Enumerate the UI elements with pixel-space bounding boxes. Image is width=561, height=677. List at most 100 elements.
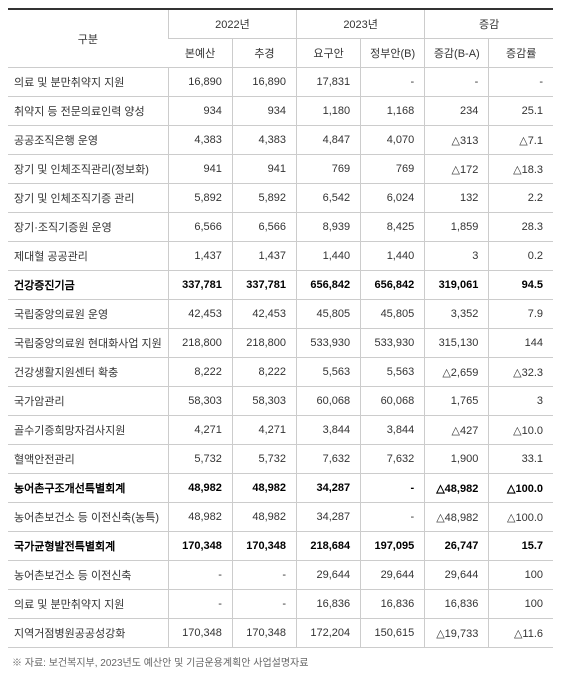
cell-value: △313 bbox=[425, 126, 489, 155]
cell-value: 16,890 bbox=[232, 68, 296, 97]
cell-value: 6,542 bbox=[297, 184, 361, 213]
cell-value: 58,303 bbox=[168, 387, 232, 416]
cell-value: 7.9 bbox=[489, 300, 553, 329]
cell-value: 34,287 bbox=[297, 503, 361, 532]
cell-value: 33.1 bbox=[489, 445, 553, 474]
cell-value: △100.0 bbox=[489, 503, 553, 532]
row-label: 건강생활지원센터 확충 bbox=[8, 358, 168, 387]
cell-value: 29,644 bbox=[425, 561, 489, 590]
table-header: 구분 2022년 2023년 증감 본예산 추경 요구안 정부안(B) 증감(B… bbox=[8, 9, 553, 68]
cell-value: 7,632 bbox=[297, 445, 361, 474]
cell-value: △48,982 bbox=[425, 474, 489, 503]
cell-value: 28.3 bbox=[489, 213, 553, 242]
cell-value: - bbox=[361, 68, 425, 97]
cell-value: 1,437 bbox=[232, 242, 296, 271]
table-row: 농어촌보건소 등 이전신축--29,64429,64429,644100 bbox=[8, 561, 553, 590]
cell-value: 26,747 bbox=[425, 532, 489, 561]
cell-value: - bbox=[232, 590, 296, 619]
cell-value: 5,732 bbox=[168, 445, 232, 474]
row-label: 제대혈 공공관리 bbox=[8, 242, 168, 271]
cell-value: 3 bbox=[489, 387, 553, 416]
cell-value: 5,732 bbox=[232, 445, 296, 474]
cell-value: 48,982 bbox=[168, 503, 232, 532]
cell-value: - bbox=[361, 474, 425, 503]
row-label: 의료 및 분만취약지 지원 bbox=[8, 590, 168, 619]
table-row: 농어촌구조개선특별회계48,98248,98234,287-△48,982△10… bbox=[8, 474, 553, 503]
cell-value: 15.7 bbox=[489, 532, 553, 561]
col-request: 요구안 bbox=[297, 39, 361, 68]
cell-value: 4,383 bbox=[168, 126, 232, 155]
cell-value: 769 bbox=[297, 155, 361, 184]
cell-value: 941 bbox=[168, 155, 232, 184]
cell-value: 315,130 bbox=[425, 329, 489, 358]
cell-value: 29,644 bbox=[361, 561, 425, 590]
table-row: 골수기증희망자검사지원4,2714,2713,8443,844△427△10.0 bbox=[8, 416, 553, 445]
cell-value: 8,939 bbox=[297, 213, 361, 242]
table-body: 의료 및 분만취약지 지원16,89016,89017,831---취약지 등 … bbox=[8, 68, 553, 648]
cell-value: 769 bbox=[361, 155, 425, 184]
cell-value: 6,566 bbox=[232, 213, 296, 242]
row-label: 지역거점병원공공성강화 bbox=[8, 619, 168, 648]
cell-value: 100 bbox=[489, 561, 553, 590]
col-2023: 2023년 bbox=[297, 9, 425, 39]
col-2022: 2022년 bbox=[168, 9, 296, 39]
cell-value: 58,303 bbox=[232, 387, 296, 416]
col-change: 증감 bbox=[425, 9, 553, 39]
cell-value: 5,892 bbox=[168, 184, 232, 213]
cell-value: 319,061 bbox=[425, 271, 489, 300]
cell-value: 5,563 bbox=[361, 358, 425, 387]
cell-value: △100.0 bbox=[489, 474, 553, 503]
cell-value: 941 bbox=[232, 155, 296, 184]
cell-value: 3,352 bbox=[425, 300, 489, 329]
cell-value: 1,440 bbox=[361, 242, 425, 271]
cell-value: 60,068 bbox=[361, 387, 425, 416]
row-label: 건강증진기금 bbox=[8, 271, 168, 300]
cell-value: △427 bbox=[425, 416, 489, 445]
cell-value: - bbox=[168, 590, 232, 619]
cell-value: 3,844 bbox=[361, 416, 425, 445]
col-rate: 증감률 bbox=[489, 39, 553, 68]
row-label: 국립중앙의료원 현대화사업 지원 bbox=[8, 329, 168, 358]
cell-value: 934 bbox=[168, 97, 232, 126]
cell-value: 170,348 bbox=[168, 619, 232, 648]
row-label: 국립중앙의료원 운영 bbox=[8, 300, 168, 329]
row-label: 장기 및 인체조직관리(정보화) bbox=[8, 155, 168, 184]
cell-value: 100 bbox=[489, 590, 553, 619]
table-row: 농어촌보건소 등 이전신축(농특)48,98248,98234,287-△48,… bbox=[8, 503, 553, 532]
cell-value: - bbox=[168, 561, 232, 590]
cell-value: 170,348 bbox=[232, 532, 296, 561]
table-row: 장기 및 인체조직관리(정보화)941941769769△172△18.3 bbox=[8, 155, 553, 184]
cell-value: 234 bbox=[425, 97, 489, 126]
table-row: 의료 및 분만취약지 지원--16,83616,83616,836100 bbox=[8, 590, 553, 619]
row-label: 골수기증희망자검사지원 bbox=[8, 416, 168, 445]
row-label: 국가암관리 bbox=[8, 387, 168, 416]
row-label: 농어촌보건소 등 이전신축 bbox=[8, 561, 168, 590]
cell-value: △48,982 bbox=[425, 503, 489, 532]
cell-value: 533,930 bbox=[361, 329, 425, 358]
cell-value: 42,453 bbox=[232, 300, 296, 329]
table-row: 제대혈 공공관리1,4371,4371,4401,44030.2 bbox=[8, 242, 553, 271]
cell-value: 533,930 bbox=[297, 329, 361, 358]
cell-value: 6,024 bbox=[361, 184, 425, 213]
cell-value: 1,180 bbox=[297, 97, 361, 126]
table-row: 혈액안전관리5,7325,7327,6327,6321,90033.1 bbox=[8, 445, 553, 474]
cell-value: 170,348 bbox=[232, 619, 296, 648]
col-budget: 본예산 bbox=[168, 39, 232, 68]
cell-value: 8,222 bbox=[168, 358, 232, 387]
cell-value: 1,765 bbox=[425, 387, 489, 416]
table-row: 국립중앙의료원 운영42,45342,45345,80545,8053,3527… bbox=[8, 300, 553, 329]
cell-value: 656,842 bbox=[361, 271, 425, 300]
cell-value: 656,842 bbox=[297, 271, 361, 300]
cell-value: 16,836 bbox=[361, 590, 425, 619]
cell-value: 172,204 bbox=[297, 619, 361, 648]
cell-value: - bbox=[489, 68, 553, 97]
table-row: 국가암관리58,30358,30360,06860,0681,7653 bbox=[8, 387, 553, 416]
row-label: 취약지 등 전문의료인력 양성 bbox=[8, 97, 168, 126]
cell-value: 60,068 bbox=[297, 387, 361, 416]
cell-value: 7,632 bbox=[361, 445, 425, 474]
cell-value: 197,095 bbox=[361, 532, 425, 561]
cell-value: △172 bbox=[425, 155, 489, 184]
cell-value: 4,383 bbox=[232, 126, 296, 155]
cell-value: 218,684 bbox=[297, 532, 361, 561]
cell-value: 48,982 bbox=[232, 503, 296, 532]
